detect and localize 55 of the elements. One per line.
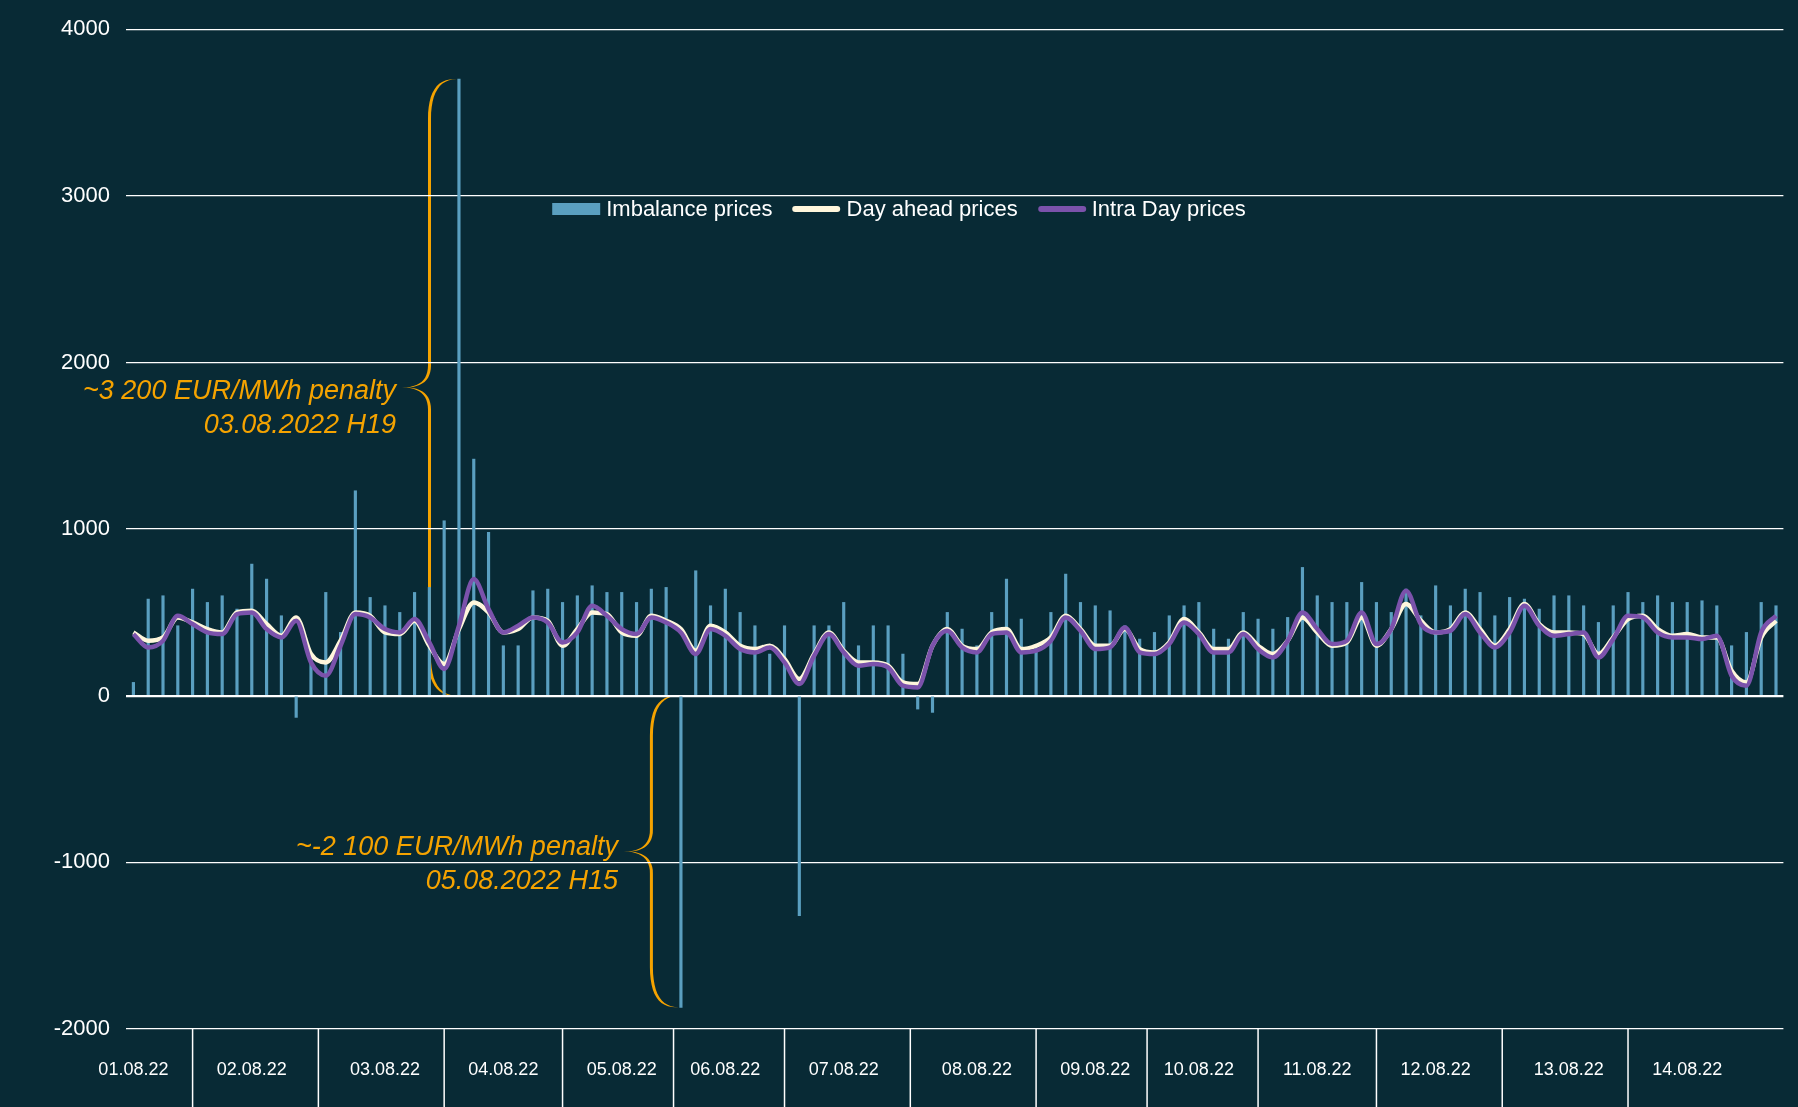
bar [131, 682, 135, 695]
y-tick-label: -1000 [53, 848, 110, 874]
bar [768, 653, 772, 695]
bar [353, 490, 357, 695]
y-tick-label: 0 [97, 681, 110, 707]
bar [1478, 592, 1482, 695]
annotation: ~3 200 EUR/MWh penalty 03.08.2022 H19 [83, 374, 396, 442]
bar [605, 592, 609, 695]
bar [679, 696, 683, 1008]
x-tick-label: 08.08.22 [941, 1058, 1012, 1079]
bar [797, 696, 801, 917]
bar [442, 520, 446, 695]
x-tick-label: 07.08.22 [808, 1058, 879, 1079]
bar [1330, 602, 1334, 695]
bar [383, 605, 387, 695]
y-tick-label: 1000 [61, 515, 110, 541]
x-tick-label: 11.08.22 [1282, 1058, 1352, 1079]
x-tick-label: 02.08.22 [216, 1058, 287, 1079]
x-tick-label: 05.08.22 [586, 1058, 657, 1079]
bar [930, 696, 935, 713]
x-tick-label: 03.08.22 [349, 1058, 421, 1079]
bar [1064, 573, 1068, 695]
bar [472, 458, 476, 695]
bar [501, 645, 505, 695]
bar [176, 625, 180, 695]
y-tick-label: -2000 [53, 1015, 110, 1041]
bar [457, 78, 461, 695]
y-tick-label: 2000 [61, 348, 110, 374]
bar [1700, 600, 1704, 695]
x-tick-label: 10.08.22 [1163, 1058, 1234, 1079]
bar [1552, 595, 1556, 695]
x-tick-label: 01.08.22 [98, 1058, 169, 1079]
legend-label: Imbalance prices [606, 196, 773, 222]
x-tick-label: 13.08.22 [1533, 1058, 1604, 1079]
y-tick-label: 3000 [61, 181, 110, 207]
bar [1774, 605, 1778, 695]
x-tick-label: 12.08.22 [1400, 1058, 1471, 1079]
bar [1626, 592, 1630, 695]
line-series [131, 576, 1779, 690]
bar [1434, 585, 1438, 695]
x-tick-label: 14.08.22 [1652, 1058, 1723, 1079]
bar [531, 590, 535, 695]
bar [294, 696, 298, 718]
bar [235, 608, 239, 695]
x-tick-label: 09.08.22 [1060, 1058, 1131, 1079]
x-tick-label: 06.08.22 [690, 1058, 761, 1079]
legend-label: Intra Day prices [1091, 196, 1246, 222]
x-tick-label: 04.08.22 [468, 1058, 539, 1079]
bar [516, 645, 520, 695]
bar [250, 563, 254, 695]
bar [1182, 605, 1186, 695]
annotation: ~-2 100 EUR/MWh penalty 05.08.2022 H15 [296, 829, 618, 897]
bar [161, 595, 165, 695]
y-tick-label: 4000 [61, 15, 110, 41]
legend-label: Day ahead prices [846, 196, 1018, 222]
